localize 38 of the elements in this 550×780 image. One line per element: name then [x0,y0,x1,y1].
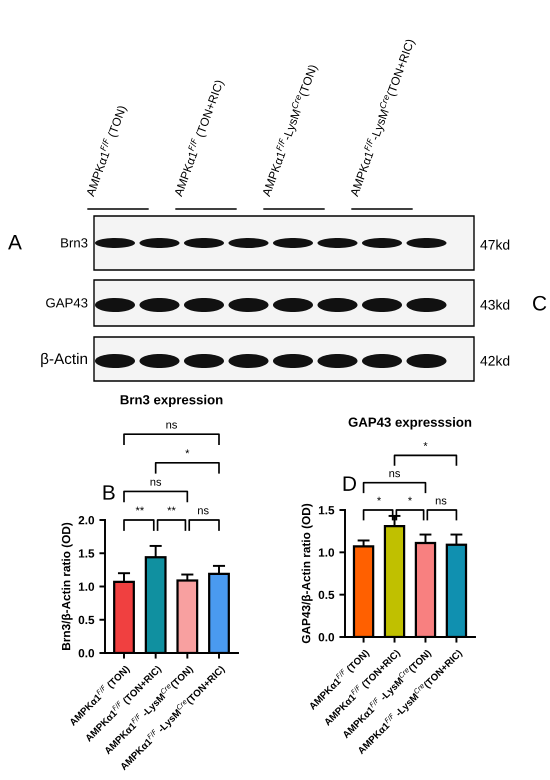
text: B [104,485,115,500]
text: AMPKα1$^{F/F}$-LysM$^{Cre}$(TON) [260,63,320,198]
text: D [344,476,356,491]
text: AMPKα1$^{F/F}$-LysM$^{Cre}$(TON+RIC) [348,38,417,198]
text: ns [389,471,400,478]
y-tick-label: 0.5 [318,590,334,600]
text: β-Actin [41,352,88,368]
y-tick-label: 1.5 [318,506,334,514]
y-axis-title: GAP43/β-Actin ratio (OD) [302,504,313,644]
chart-title: Brn3 expression [120,394,222,408]
text: * [408,496,412,501]
chart-title: GAP43 expresssion [348,417,472,430]
text: 47kd [480,240,510,250]
y-tick-label: 1.0 [318,548,334,557]
text: 42kd [480,356,510,366]
y-tick-label: 0.5 [78,616,94,624]
text: * [185,449,190,454]
y-tick-label: 0.0 [78,649,94,658]
text: ** [167,506,176,511]
y-tick-label: 0.0 [318,633,334,642]
text: ns [166,422,177,429]
text: C [533,296,546,311]
text: * [423,442,428,446]
text: 43kd [480,300,510,310]
y-tick-label: 1.0 [78,582,94,591]
y-axis-title: Brn3/β-Actin ratio (OD) [62,522,73,650]
text: * [377,496,382,501]
y-tick-label: 1.5 [78,549,94,558]
y-tick-label: 2.0 [78,516,94,524]
text: GAP43 [46,298,88,308]
text: ns [150,480,162,486]
text: Brn3 [61,238,88,248]
text: A [8,235,22,250]
text: ns [436,498,446,505]
text: AMPKα1$^{F/F}$ (TON+RIC) [172,78,226,198]
text: ns [198,508,209,514]
text: AMPKα1$^{F/F}$ (TON) [84,104,128,198]
text: ** [136,506,144,511]
